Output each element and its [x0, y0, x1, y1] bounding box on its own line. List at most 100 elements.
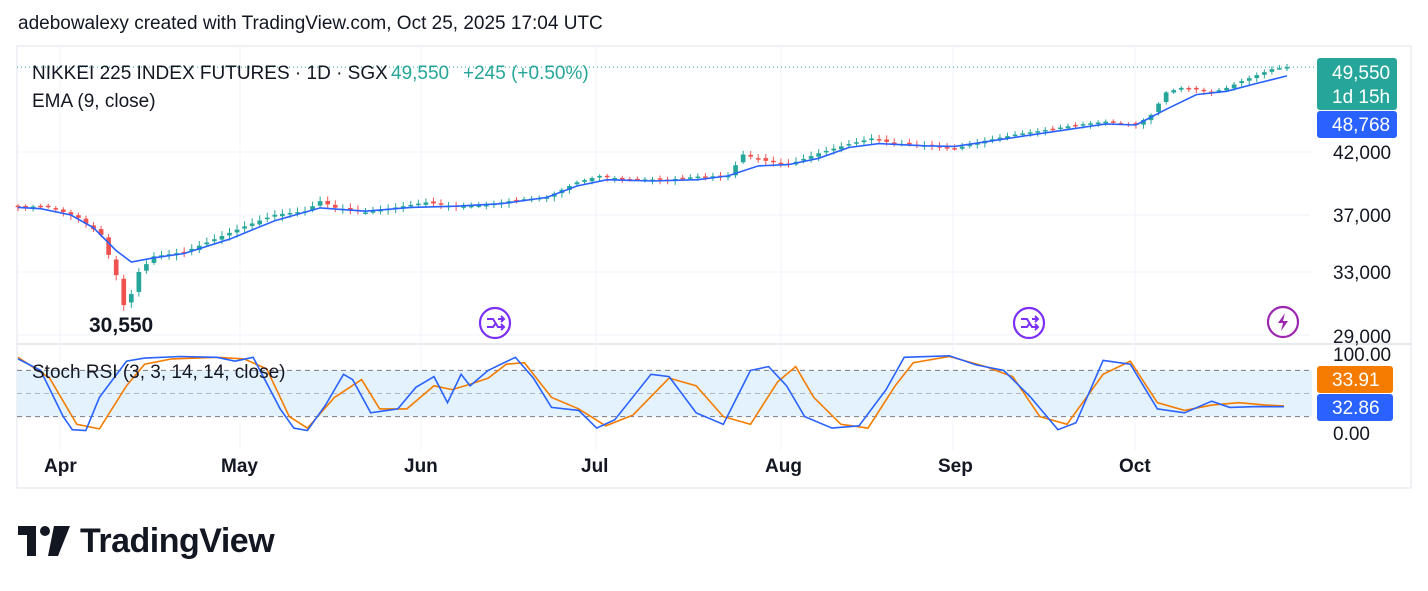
candle-body: [906, 142, 912, 145]
ema-price-tag: [1317, 111, 1397, 138]
candle-body: [431, 201, 436, 204]
candle-body: [778, 162, 784, 165]
candle-body: [1073, 124, 1078, 127]
candle-body: [1103, 121, 1109, 124]
candle-body: [38, 205, 44, 208]
candle-body: [1284, 67, 1290, 69]
candle-body: [204, 242, 210, 245]
candle-body: [461, 206, 467, 208]
split-event-icon[interactable]: [1012, 306, 1046, 340]
candle-body: [1080, 124, 1086, 126]
time-axis-tick: Jun: [404, 456, 438, 477]
price-axis-tick: 33,000: [1333, 263, 1391, 284]
candle-body: [597, 175, 602, 178]
ema-tag-value: 48,768: [1332, 115, 1390, 136]
candle-body: [317, 201, 323, 206]
candle-body: [1261, 72, 1267, 75]
candle-body: [816, 153, 822, 157]
candle-body: [1224, 87, 1229, 91]
candle-body: [808, 156, 814, 159]
candle-body: [990, 139, 995, 141]
candle-body: [23, 205, 28, 208]
candle-body: [891, 142, 897, 144]
candle-body: [1254, 75, 1260, 79]
candle-body: [755, 158, 761, 160]
candle-body: [468, 205, 474, 208]
candle-body: [944, 147, 950, 149]
legend-symbol[interactable]: NIKKEI 225 INDEX FUTURES · 1D · SGX: [32, 63, 388, 84]
low-price-label: 30,550: [89, 314, 153, 337]
candle-body: [189, 248, 195, 252]
candle-body: [869, 138, 874, 141]
candle-body: [113, 259, 119, 276]
candle-body: [68, 212, 74, 215]
candle-body: [838, 146, 844, 150]
candle-body: [635, 178, 640, 181]
ema-line[interactable]: [17, 75, 1288, 263]
candle-body: [264, 217, 270, 220]
candle-body: [876, 139, 882, 141]
time-axis-tick: Aug: [765, 456, 802, 477]
candle-body: [959, 146, 965, 149]
candle-body: [242, 226, 247, 229]
candle-body: [884, 139, 890, 142]
tradingview-logo[interactable]: TradingView: [18, 520, 275, 562]
candle-body: [53, 208, 59, 210]
chart-credit: adebowalexy created with TradingView.com…: [18, 13, 603, 34]
candle-body: [257, 220, 263, 225]
candle-body: [1020, 133, 1025, 135]
candle-body: [423, 202, 429, 205]
candle-body: [748, 154, 754, 157]
candle-body: [604, 175, 610, 178]
price-axis-tick: 37,000: [1333, 206, 1391, 227]
candle-body: [1156, 103, 1161, 113]
candle-body: [967, 144, 973, 147]
candle-body: [234, 229, 240, 233]
stoch-d-tag: [1317, 366, 1393, 393]
candle-body: [310, 206, 315, 211]
candle-body: [121, 278, 127, 306]
stoch-k-tag: [1317, 394, 1393, 421]
candle-body: [219, 236, 225, 240]
candle-body: [574, 182, 580, 185]
candle-body: [1133, 123, 1139, 125]
candle-body: [1201, 89, 1207, 92]
candle-body: [1088, 123, 1093, 125]
candle-body: [83, 218, 89, 224]
stoch-d-line[interactable]: [17, 355, 1285, 430]
split-event-icon[interactable]: [478, 306, 512, 340]
candle-body: [582, 180, 587, 182]
candle-body: [272, 214, 278, 217]
candle-body: [1042, 130, 1048, 132]
legend-ema[interactable]: EMA (9, close): [32, 91, 156, 112]
time-axis-tick: Apr: [44, 456, 77, 477]
tradingview-logo-icon: [18, 526, 70, 556]
stoch-k-line[interactable]: [17, 354, 1285, 432]
brand-name: TradingView: [80, 521, 275, 560]
stoch-axis-tick: 0.00: [1333, 424, 1370, 445]
candle-body: [1231, 84, 1237, 89]
lightning-event-icon[interactable]: [1266, 305, 1300, 339]
candle-body: [1178, 87, 1184, 90]
candle-body: [483, 204, 489, 207]
chart-frame: [16, 45, 1412, 489]
candle-body: [60, 209, 66, 213]
candle-body: [287, 212, 293, 215]
candle-body: [1035, 131, 1041, 133]
candle-body: [400, 206, 406, 208]
candle-body: [76, 215, 81, 218]
candle-body: [619, 177, 625, 180]
candle-body: [1095, 122, 1101, 124]
candle-body: [831, 148, 837, 151]
candle-body: [1058, 127, 1063, 130]
candle-body: [1186, 88, 1192, 90]
candle-body: [1012, 134, 1018, 137]
candle-body: [680, 177, 686, 180]
legend-stoch[interactable]: Stoch RSI (3, 3, 14, 14, close): [32, 362, 285, 383]
candle-body: [1110, 121, 1116, 123]
candle-body: [846, 144, 852, 146]
candle-body: [567, 186, 572, 190]
candle-body: [861, 140, 867, 143]
candle-body: [801, 158, 806, 161]
